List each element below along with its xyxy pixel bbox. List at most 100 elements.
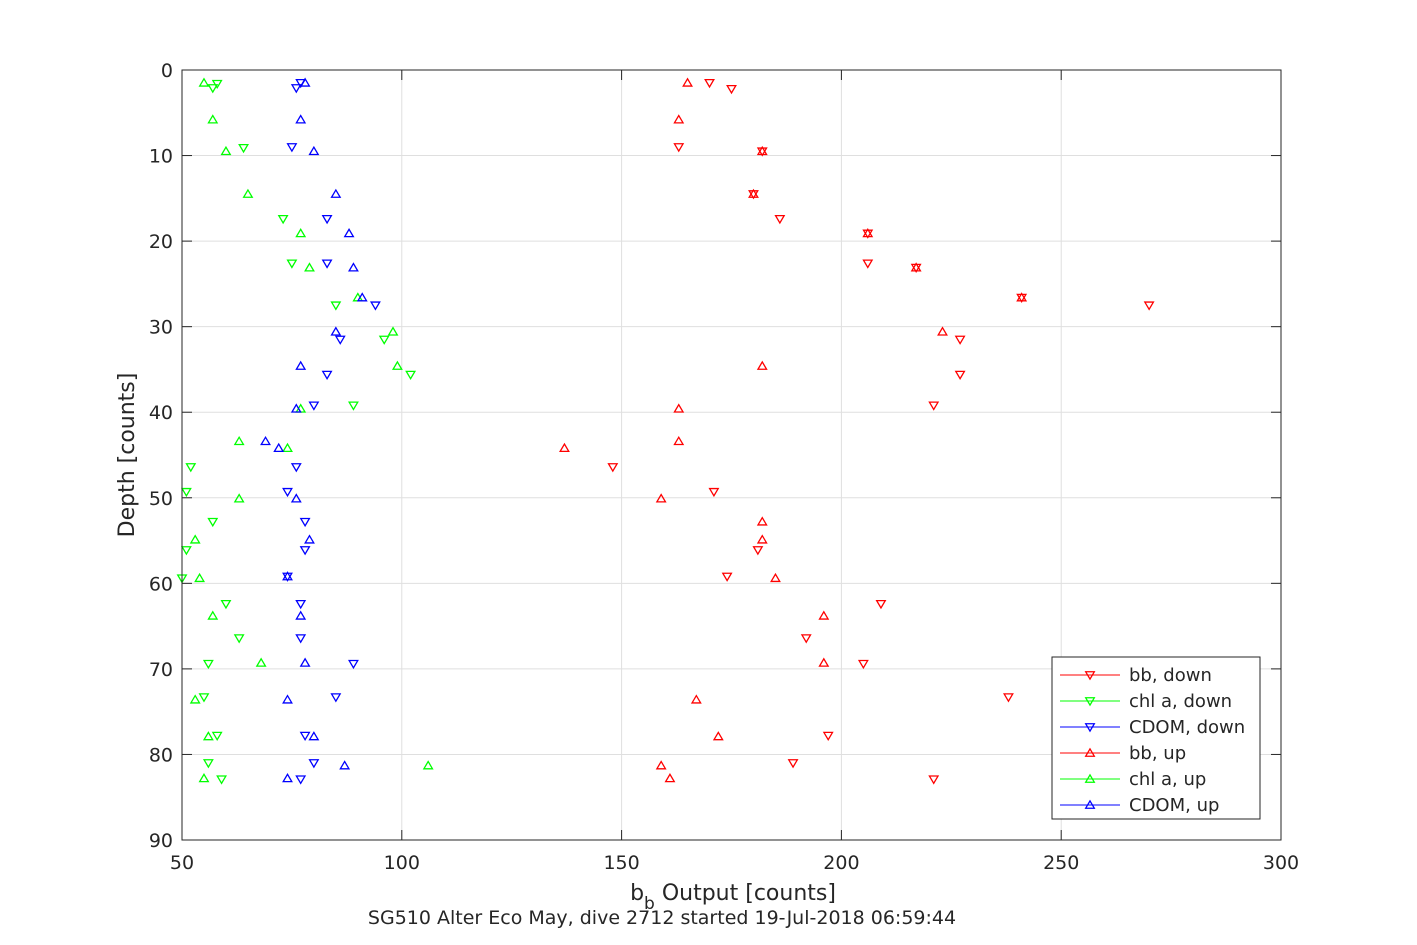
legend-marker (1084, 671, 1096, 681)
data-point (295, 360, 307, 370)
data-point (282, 442, 293, 453)
legend-item: chl a, down (1060, 691, 1232, 712)
data-point (378, 335, 390, 345)
data-point (260, 435, 271, 446)
data-point (910, 262, 922, 272)
data-point (238, 143, 249, 154)
x-tick-label: 50 (170, 852, 194, 874)
legend-item: bb, up (1060, 743, 1186, 764)
data-point (290, 493, 302, 503)
tick-labels: 50 100 150 200 250 300 0 10 20 30 40 50 60 70 80 90 (149, 60, 1299, 874)
y-tick-label: 40 (149, 402, 173, 424)
data-point (712, 731, 724, 741)
data-point (857, 659, 869, 670)
data-point (277, 214, 289, 225)
data-point (282, 773, 293, 783)
data-point (202, 731, 214, 741)
data-point (286, 259, 298, 269)
data-point (822, 731, 834, 741)
y-tick-label: 80 (149, 744, 173, 766)
data-point (304, 534, 315, 544)
data-point (356, 292, 368, 302)
data-point (387, 326, 399, 336)
data-point (242, 188, 254, 198)
x-tick-label: 300 (1263, 852, 1299, 874)
data-point (198, 693, 210, 703)
axis-ticks (181, 69, 1282, 841)
legend-label: CDOM, up (1129, 795, 1219, 816)
data-point (189, 694, 201, 704)
x-axis-label-rest: Output [counts] (655, 881, 836, 906)
data-point (607, 463, 619, 473)
data-markers (176, 77, 1155, 785)
data-point (299, 731, 311, 741)
data-point (708, 487, 720, 498)
legend-label: bb, up (1129, 743, 1186, 764)
data-point (233, 493, 245, 503)
data-point (818, 657, 830, 667)
data-point (273, 442, 285, 453)
data-point (295, 599, 307, 610)
data-point (255, 657, 267, 667)
data-point (321, 259, 333, 269)
data-point (348, 659, 359, 670)
y-tick-label: 0 (161, 60, 173, 82)
y-tick-label: 20 (149, 231, 173, 253)
data-point (308, 145, 320, 156)
data-point (282, 694, 293, 704)
data-point (295, 114, 307, 124)
data-point (348, 401, 359, 411)
data-point (282, 571, 293, 581)
data-point (308, 401, 320, 411)
data-point (818, 610, 830, 620)
legend-marker (1084, 747, 1096, 757)
x-axis-label-main: b (630, 881, 644, 906)
data-point (862, 259, 874, 269)
y-tick-label: 50 (149, 488, 173, 510)
series-cdom-down (282, 78, 381, 785)
data-point (369, 301, 381, 311)
data-point (299, 517, 311, 528)
data-point (343, 228, 355, 238)
data-point (348, 262, 359, 272)
data-point (422, 760, 434, 770)
data-point (673, 435, 685, 446)
data-point (756, 534, 768, 544)
data-point (664, 773, 676, 783)
data-point (299, 657, 311, 667)
legend-marker (1084, 773, 1096, 783)
data-point (774, 214, 786, 225)
data-point (299, 546, 311, 556)
data-point (752, 546, 764, 556)
legend-label: chl a, up (1129, 769, 1206, 790)
legend-item: CDOM, up (1060, 795, 1219, 816)
data-point (295, 610, 307, 620)
data-point (787, 759, 799, 769)
data-point (690, 694, 702, 704)
data-point (211, 731, 223, 741)
data-point (290, 84, 302, 94)
data-point (180, 546, 192, 556)
x-axis-label-subscript: b (644, 894, 655, 914)
data-point (308, 759, 320, 769)
plot-frame (181, 69, 1282, 841)
data-point (282, 487, 293, 498)
data-point (189, 534, 201, 544)
series-bb-up (559, 77, 1028, 783)
legend-item: CDOM, down (1060, 717, 1245, 738)
x-tick-label: 250 (1043, 852, 1079, 874)
x-axis-label: bb Output [counts] (630, 881, 836, 914)
data-point (1016, 292, 1028, 302)
data-point (290, 463, 302, 473)
data-point (286, 143, 298, 153)
data-point (299, 77, 311, 87)
data-point (207, 610, 219, 620)
data-point (655, 760, 667, 770)
data-point (334, 335, 346, 345)
data-point (559, 442, 570, 453)
y-axis-label: Depth [counts] (115, 373, 140, 538)
data-point (937, 326, 948, 336)
data-point (405, 370, 417, 380)
data-point (1003, 693, 1014, 703)
data-point (330, 326, 342, 336)
